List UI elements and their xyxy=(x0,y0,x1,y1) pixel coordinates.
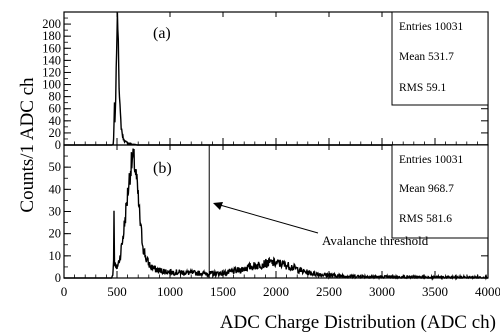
panel-a-y-tick-label: 0 xyxy=(55,138,61,152)
panel-b-y-tick-label: 30 xyxy=(49,205,62,219)
x-tick-label: 2500 xyxy=(316,284,342,299)
panel-a-y-tick-label: 120 xyxy=(42,65,61,79)
panel-a-mean: Mean 531.7 xyxy=(399,51,454,63)
x-axis-title: ADC Charge Distribution (ADC ch) xyxy=(220,312,496,333)
panel-a-y-tick-label: 180 xyxy=(42,29,61,43)
panel-b-mean: Mean 968.7 xyxy=(399,183,454,195)
panel-a-y-tick-label: 200 xyxy=(42,17,61,31)
panel-a-stats-frame xyxy=(391,11,489,106)
panel-b-histogram-line xyxy=(64,148,488,281)
panel-b-entries: Entries 10031 xyxy=(399,154,463,166)
panel-b-y-tick-label: 50 xyxy=(49,160,62,174)
panel-b-rms: RMS 581.6 xyxy=(399,213,452,225)
threshold-annotation: Avalanche threshold xyxy=(213,202,429,248)
x-tick-label: 500 xyxy=(107,284,127,299)
panel-a-y-tick-label: 140 xyxy=(42,53,61,67)
panel-b-y-tick-label: 40 xyxy=(49,182,62,196)
panel-a-y-tick-label: 80 xyxy=(49,90,62,104)
panel-b: 0 10 20 30 40 50 0 500 1000 1500 2000 2500 3000 3500… xyxy=(49,144,500,299)
x-tick-label: 4000 xyxy=(475,284,500,299)
threshold-arrow-shaft xyxy=(219,204,319,234)
x-tick-label: 3500 xyxy=(422,284,448,299)
y-axis-title: Counts/1 ADC ch xyxy=(17,77,38,213)
panel-a-y-tick-label: 60 xyxy=(49,102,62,116)
x-tick-label: 1500 xyxy=(210,284,236,299)
threshold-label: Avalanche threshold xyxy=(322,233,429,248)
x-tick-label: 0 xyxy=(61,284,68,299)
panel-b-stats-box: Entries 10031 Mean 968.7 RMS 581.6 xyxy=(391,144,489,239)
panel-a-y-tick-label: 100 xyxy=(42,78,61,92)
x-tick-label: 3000 xyxy=(369,284,395,299)
panel-b-y-tick-label: 0 xyxy=(55,271,61,285)
panel-b-y-tick-label: 10 xyxy=(49,249,62,263)
threshold-arrow-head xyxy=(213,202,223,210)
panel-b-y-tick-label: 20 xyxy=(49,227,62,241)
panel-a-y-tick-label: 20 xyxy=(49,126,62,140)
panel-a-y-tick-label: 40 xyxy=(49,114,62,128)
panel-b-x-axis: 0 500 1000 1500 2000 2500 3000 3500 4000 xyxy=(61,145,500,299)
panel-b-stats-frame xyxy=(391,144,489,239)
panel-b-label: (b) xyxy=(153,160,172,177)
panel-a-label: (a) xyxy=(153,25,171,42)
panel-a-y-tick-label: 160 xyxy=(42,41,61,55)
panel-a-entries: Entries 10031 xyxy=(399,21,463,33)
x-tick-label: 2000 xyxy=(263,284,289,299)
panel-a-rms: RMS 59.1 xyxy=(399,82,447,94)
panel-a-stats-box: Entries 10031 Mean 531.7 RMS 59.1 xyxy=(391,11,489,106)
x-tick-label: 1000 xyxy=(157,284,183,299)
